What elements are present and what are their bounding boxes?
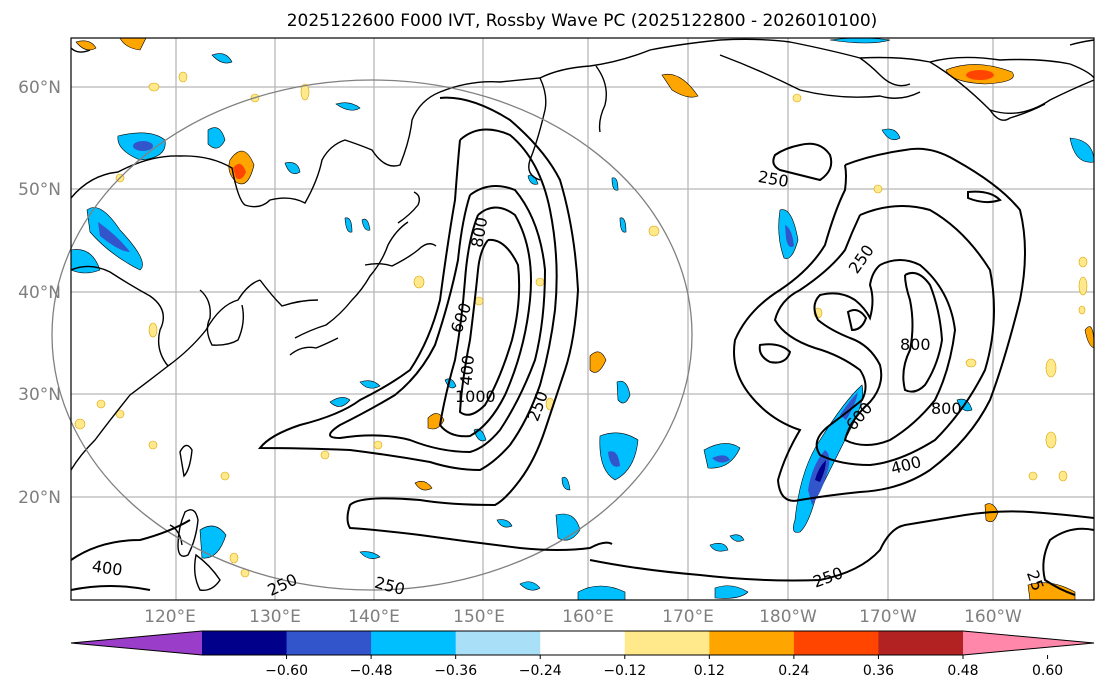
colorbar-segment — [709, 631, 795, 655]
svg-text:120°E: 120°E — [144, 607, 196, 627]
colorbar-segment — [878, 631, 964, 655]
map-frame — [70, 37, 1095, 601]
svg-text:400: 400 — [456, 354, 478, 386]
latitude-labels: 60°N 50°N 40°N 30°N 20°N — [18, 78, 61, 508]
svg-text:150°E: 150°E — [453, 607, 505, 627]
figure-title: 2025122600 F000 IVT, Rossby Wave PC (202… — [287, 11, 878, 31]
colorbar-outline — [70, 630, 1095, 656]
svg-text:50°N: 50°N — [18, 180, 61, 200]
colorbar-tick-label: −0.12 — [603, 663, 646, 679]
svg-text:130°E: 130°E — [249, 607, 301, 627]
colorbar-segment — [624, 631, 710, 655]
colorbar-tick-label: 0.24 — [778, 663, 809, 679]
colorbar-segment — [540, 631, 626, 655]
svg-text:400: 400 — [91, 557, 124, 580]
svg-text:800: 800 — [900, 335, 931, 354]
svg-text:160°W: 160°W — [964, 607, 1022, 627]
domain-circle — [51, 79, 693, 591]
colorbar-tick-label: 0.60 — [1032, 663, 1063, 679]
colorbar-segment — [455, 631, 541, 655]
colorbar-tick-label: −0.36 — [434, 663, 477, 679]
svg-text:30°N: 30°N — [18, 385, 61, 405]
colorbar-segment — [202, 631, 288, 655]
svg-text:20°N: 20°N — [18, 488, 61, 508]
svg-text:40°N: 40°N — [18, 283, 61, 303]
colorbar-segment — [793, 631, 879, 655]
longitude-labels: 120°E 130°E 140°E 150°E 160°E 170°E 180°… — [144, 607, 1022, 627]
svg-text:800: 800 — [931, 399, 962, 418]
colorbar-tick-label: −0.48 — [350, 663, 393, 679]
ivt-contours — [70, 96, 1095, 596]
positive-anomaly-small — [74, 71, 1088, 578]
colorbar-tick-label: −0.60 — [265, 663, 308, 679]
coastlines — [70, 38, 1095, 591]
colorbar-segment — [286, 631, 372, 655]
colorbar: −0.60 −0.48 −0.36 −0.24 −0.12 0.12 0.24 0.36 0.4… — [70, 630, 1095, 679]
colorbar-tick-label: 0.36 — [863, 663, 894, 679]
colorbar-segment — [371, 631, 457, 655]
svg-text:160°E: 160°E — [562, 607, 614, 627]
svg-text:170°E: 170°E — [662, 607, 714, 627]
svg-text:60°N: 60°N — [18, 78, 61, 98]
colorbar-tick-label: −0.24 — [519, 663, 562, 679]
map-panel: 250 400 600 800 1000 250 400 600 800 800… — [51, 37, 1095, 601]
negative-anomaly-patches — [70, 37, 1095, 601]
colorbar-tick-label: 0.12 — [694, 663, 725, 679]
colorbar-over-triangle — [963, 631, 1094, 655]
colorbar-under-triangle — [71, 631, 202, 655]
svg-text:170°W: 170°W — [859, 607, 917, 627]
svg-text:180°W: 180°W — [759, 607, 817, 627]
colorbar-tick-label: 0.48 — [947, 663, 978, 679]
svg-text:140°E: 140°E — [348, 607, 400, 627]
positive-anomaly-patches — [75, 37, 1095, 601]
svg-text:1000: 1000 — [455, 387, 496, 406]
